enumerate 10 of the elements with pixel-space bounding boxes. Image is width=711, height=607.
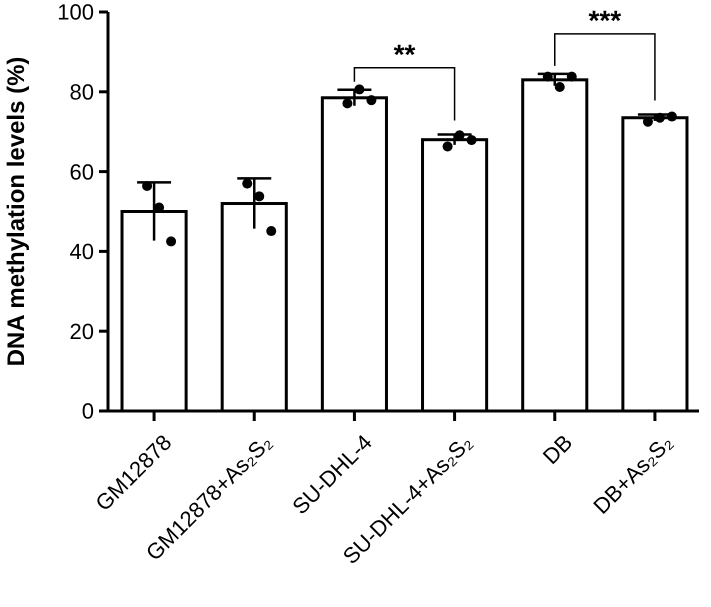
annotation: *** (588, 4, 622, 36)
y-axis-title: DNA methylation levels (%) (3, 56, 30, 366)
y-tick-label: 40 (70, 239, 94, 264)
y-tick-label: 0 (82, 398, 94, 424)
y-tick-label: 80 (70, 80, 94, 104)
y-tick-label: 20 (70, 318, 94, 344)
x-tick-label: DB (538, 430, 578, 470)
y-tick-label: 60 (70, 159, 94, 184)
annotation: ** (394, 38, 416, 70)
y-tick-label: 100 (57, 0, 94, 25)
